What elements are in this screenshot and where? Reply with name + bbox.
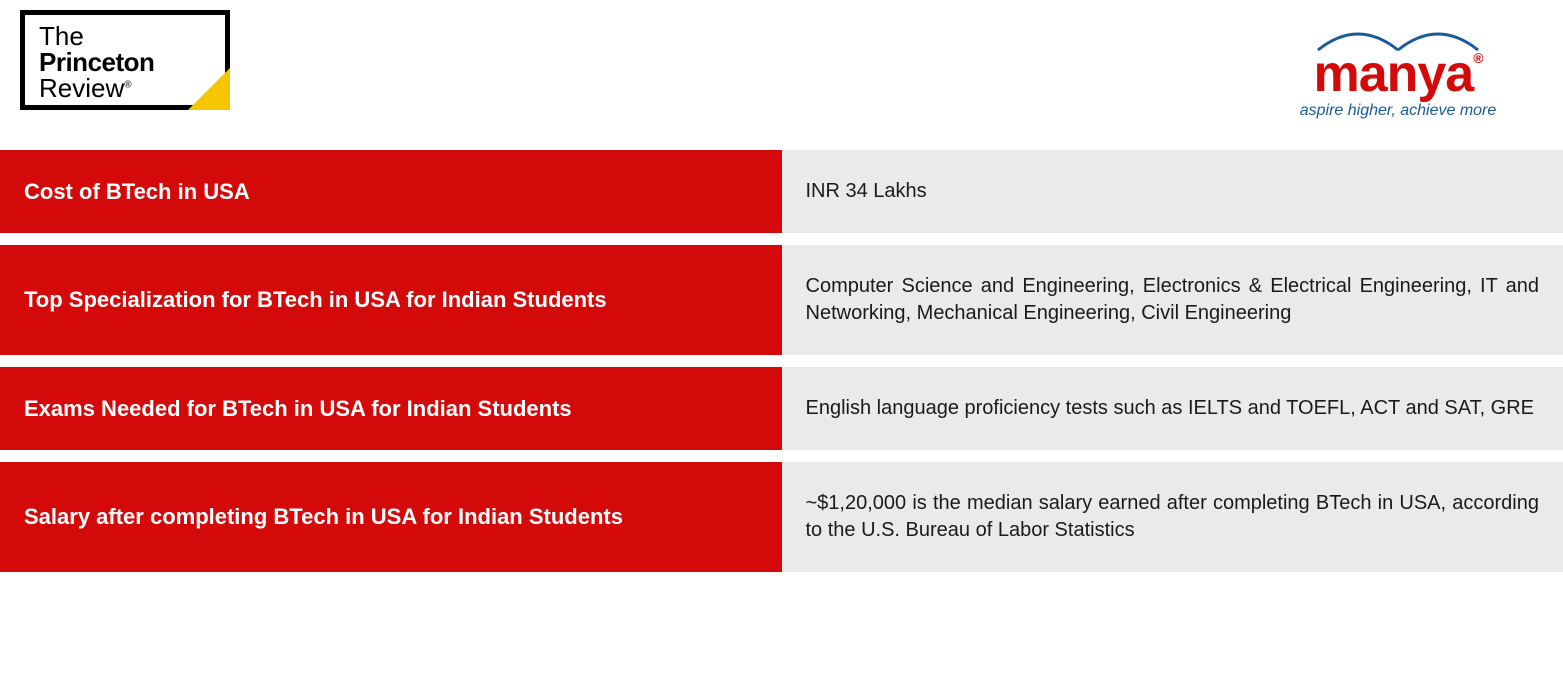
princeton-line3: Review® [39,75,211,101]
princeton-triangle-accent [188,68,230,110]
info-table: Cost of BTech in USA INR 34 Lakhs Top Sp… [0,150,1563,572]
row-label: Cost of BTech in USA [0,150,782,233]
row-label: Salary after completing BTech in USA for… [0,462,782,572]
table-row: Salary after completing BTech in USA for… [0,462,1563,572]
princeton-reg-mark: ® [124,79,131,90]
table-row: Exams Needed for BTech in USA for Indian… [0,367,1563,450]
manya-reg-mark: ® [1473,50,1482,66]
manya-tagline: aspire higher, achieve more [1253,102,1543,120]
princeton-line2: Princeton [39,49,211,75]
princeton-line1: The [39,23,211,49]
row-value: ~$1,20,000 is the median salary earned a… [782,462,1563,572]
row-value: INR 34 Lakhs [782,150,1563,233]
table-row: Cost of BTech in USA INR 34 Lakhs [0,150,1563,233]
princeton-review-logo: The Princeton Review® [20,10,230,110]
manya-text: manya® [1253,44,1543,104]
row-value: English language proficiency tests such … [782,367,1563,450]
row-value: Computer Science and Engineering, Electr… [782,245,1563,355]
row-label: Top Specialization for BTech in USA for … [0,245,782,355]
manya-brand-name: manya [1313,45,1473,103]
princeton-line3-text: Review [39,73,124,103]
manya-logo: manya® aspire higher, achieve more [1253,10,1543,120]
header: The Princeton Review® manya® aspire high… [0,0,1563,150]
table-row: Top Specialization for BTech in USA for … [0,245,1563,355]
row-label: Exams Needed for BTech in USA for Indian… [0,367,782,450]
